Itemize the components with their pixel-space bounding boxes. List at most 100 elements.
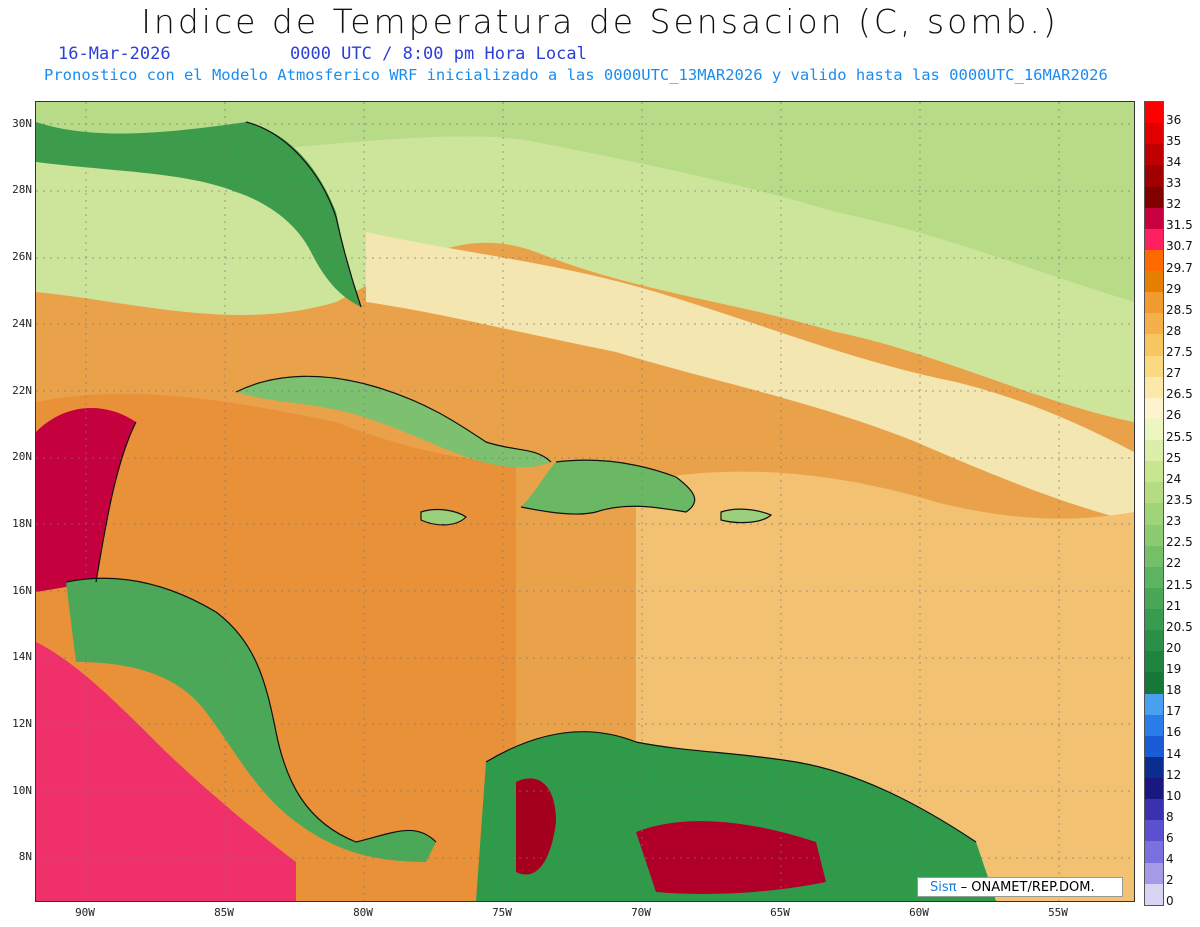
colorbar-label: 28.5	[1166, 302, 1193, 317]
colorbar-label: 14	[1166, 746, 1182, 761]
colorbar-swatch	[1145, 651, 1163, 673]
lat-label: 12N	[12, 717, 32, 730]
colorbar-label: 22.5	[1166, 535, 1193, 550]
colorbar-label: 20	[1166, 640, 1182, 655]
colorbar-swatch	[1145, 355, 1163, 377]
colorbar-label: 33	[1166, 176, 1182, 191]
colorbar-swatch	[1145, 102, 1163, 124]
hispaniola-land	[521, 460, 695, 515]
colorbar-swatch	[1145, 799, 1163, 821]
lon-label: 80W	[353, 906, 373, 919]
colorbar-label: 8	[1166, 809, 1174, 824]
lon-label: 60W	[909, 906, 929, 919]
colorbar-label: 20.5	[1166, 619, 1193, 634]
colorbar-swatch	[1145, 630, 1163, 652]
colorbar-label: 4	[1166, 852, 1174, 867]
lon-label: 55W	[1048, 906, 1068, 919]
colorbar-swatch	[1145, 123, 1163, 145]
colorbar-swatch	[1145, 292, 1163, 314]
colorbar-label: 23	[1166, 514, 1182, 529]
yucatan-hot	[36, 408, 136, 592]
colorbar-swatch	[1145, 503, 1163, 525]
colorbar-swatch	[1145, 165, 1163, 187]
lat-label: 18N	[12, 517, 32, 530]
colorbar-label: 25.5	[1166, 429, 1193, 444]
colorbar-label: 19	[1166, 662, 1182, 677]
colorbar-swatch	[1145, 756, 1163, 778]
map-title: Indice de Temperatura de Sensacion (C, s…	[141, 2, 1059, 41]
central-america-land	[66, 578, 436, 862]
lon-label: 70W	[631, 906, 651, 919]
colorbar-swatch	[1145, 524, 1163, 546]
lat-label: 24N	[12, 317, 32, 330]
colorbar-label: 36	[1166, 112, 1182, 127]
colorbar-label: 30.7	[1166, 239, 1193, 254]
colorbar-label: 12	[1166, 767, 1182, 782]
credit-box: Sisπ – ONAMET/REP.DOM.	[917, 877, 1123, 897]
colorbar-label: 0	[1166, 894, 1174, 909]
colorbar	[1144, 101, 1164, 906]
colorbar-swatch	[1145, 714, 1163, 736]
colorbar-label: 6	[1166, 831, 1174, 846]
colorbar-label: 29.7	[1166, 260, 1193, 275]
colorbar-label: 10	[1166, 788, 1182, 803]
colorbar-swatch	[1145, 566, 1163, 588]
colorbar-label: 31.5	[1166, 218, 1193, 233]
florida-land	[36, 122, 361, 307]
colorbar-swatch	[1145, 778, 1163, 800]
colorbar-swatch	[1145, 376, 1163, 398]
colorbar-label: 35	[1166, 133, 1182, 148]
colorbar-label: 18	[1166, 683, 1182, 698]
colorbar-label: 34	[1166, 154, 1182, 169]
lat-label: 28N	[12, 183, 32, 196]
colorbar-swatch	[1145, 228, 1163, 250]
colorbar-label: 25	[1166, 450, 1182, 465]
colorbar-label: 26	[1166, 408, 1182, 423]
colorbar-label: 22	[1166, 556, 1182, 571]
pale-band	[366, 232, 1134, 522]
colorbar-swatch	[1145, 862, 1163, 884]
colorbar-swatch	[1145, 883, 1163, 905]
colorbar-swatch	[1145, 841, 1163, 863]
lon-label: 75W	[492, 906, 512, 919]
lat-label: 10N	[12, 784, 32, 797]
lat-label: 16N	[12, 584, 32, 597]
model-info: Pronostico con el Modelo Atmosferico WRF…	[44, 66, 1108, 84]
colorbar-label: 24	[1166, 471, 1182, 486]
lat-label: 26N	[12, 250, 32, 263]
colorbar-label: 16	[1166, 725, 1182, 740]
north-field-dark	[36, 102, 1134, 302]
colorbar-label: 28	[1166, 323, 1182, 338]
colorbar-swatch	[1145, 313, 1163, 335]
colorbar-label: 21.5	[1166, 577, 1193, 592]
colorbar-label: 32	[1166, 197, 1182, 212]
lat-label: 30N	[12, 117, 32, 130]
forecast-time: 0000 UTC / 8:00 pm Hora Local	[290, 44, 587, 64]
colorbar-label: 29	[1166, 281, 1182, 296]
colorbar-swatch	[1145, 735, 1163, 757]
graticule	[36, 102, 1134, 901]
colorbar-label: 26.5	[1166, 387, 1193, 402]
lat-label: 22N	[12, 384, 32, 397]
colorbar-label: 27.5	[1166, 345, 1193, 360]
colorbar-swatch	[1145, 482, 1163, 504]
forecast-date: 16-Mar-2026	[58, 44, 171, 64]
colorbar-swatch	[1145, 693, 1163, 715]
lon-label: 65W	[770, 906, 790, 919]
colorbar-swatch	[1145, 440, 1163, 462]
coastlines	[65, 121, 977, 843]
colorbar-label: 23.5	[1166, 492, 1193, 507]
credit-text: – ONAMET/REP.DOM.	[960, 880, 1095, 895]
colorbar-swatch	[1145, 418, 1163, 440]
colorbar-swatch	[1145, 820, 1163, 842]
colorbar-label: 21	[1166, 598, 1182, 613]
colorbar-swatch	[1145, 207, 1163, 229]
cuba-land	[236, 376, 551, 468]
colorbar-swatch	[1145, 545, 1163, 567]
heat-index-map[interactable]	[35, 101, 1135, 902]
colorbar-swatch	[1145, 186, 1163, 208]
south-america-land	[476, 731, 996, 901]
colorbar-swatch	[1145, 461, 1163, 483]
colorbar-swatch	[1145, 587, 1163, 609]
lat-label: 8N	[18, 850, 32, 863]
